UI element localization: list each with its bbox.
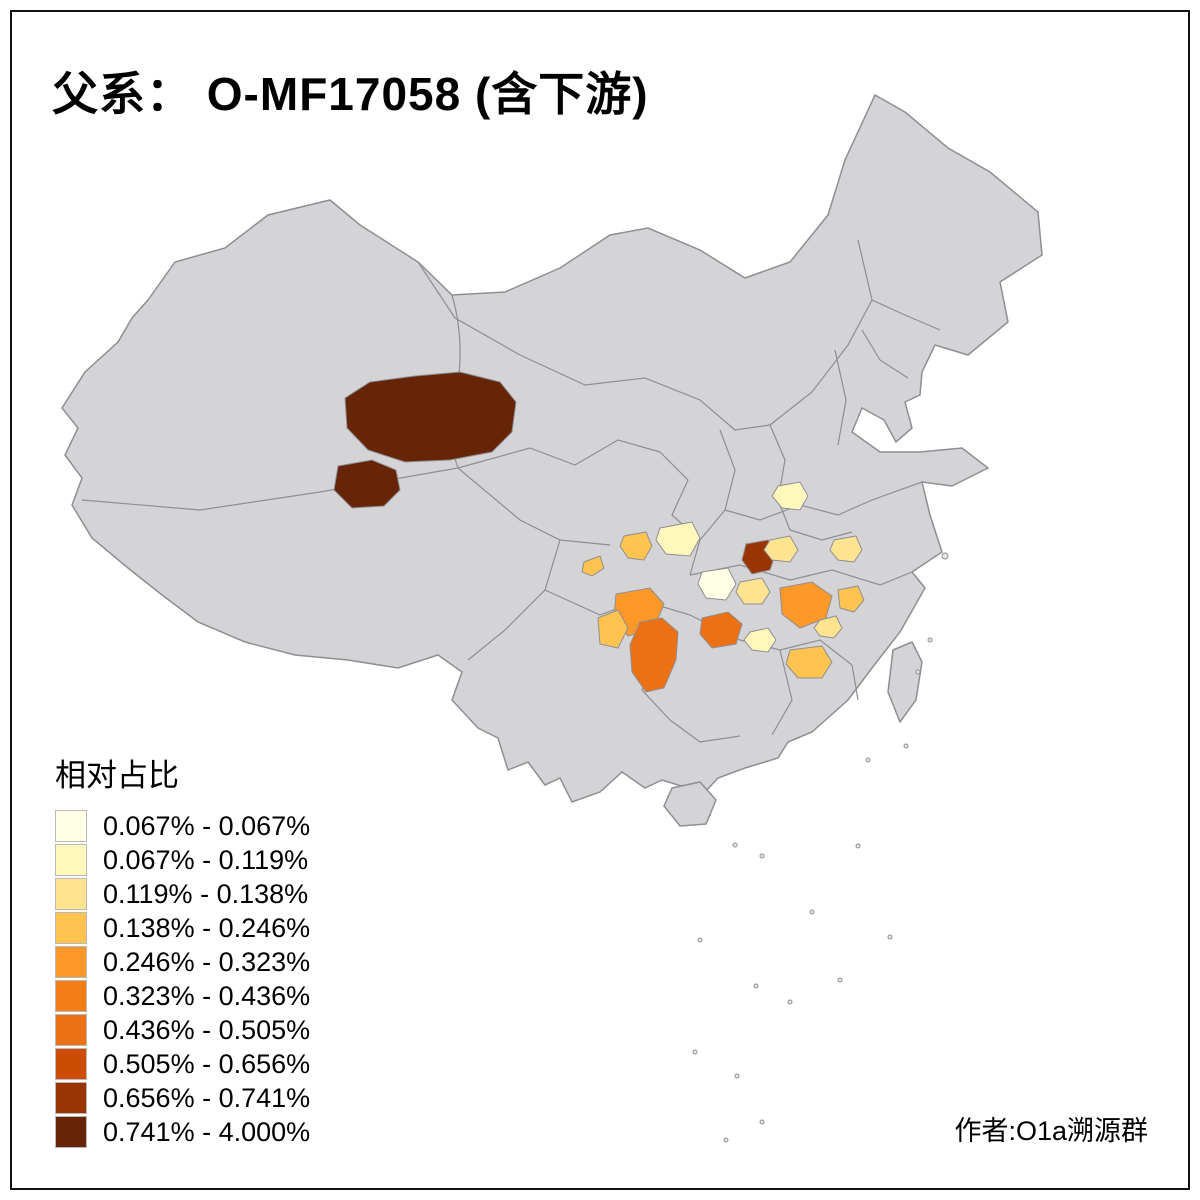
map-region-henan-pale bbox=[771, 481, 809, 511]
legend-label: 0.741% - 4.000% bbox=[103, 1116, 311, 1147]
map-region-sichuan-north-pale bbox=[655, 521, 701, 557]
map-region-hubei-west-light bbox=[763, 535, 799, 563]
map-region-sichuan-west-yellow bbox=[581, 555, 605, 577]
legend-item: 0.067% - 0.067% bbox=[55, 809, 310, 843]
legend-item: 0.505% - 0.656% bbox=[55, 1047, 310, 1081]
small-islands bbox=[692, 552, 949, 1143]
legend-label: 0.505% - 0.656% bbox=[103, 1048, 311, 1079]
legend-label: 0.436% - 0.505% bbox=[103, 1014, 311, 1045]
legend-swatch bbox=[55, 912, 87, 944]
legend-swatch bbox=[55, 844, 87, 876]
legend-label: 0.323% - 0.436% bbox=[103, 980, 311, 1011]
legend: 相对占比 0.067% - 0.067% 0.067% - 0.119% 0.1… bbox=[55, 750, 310, 1149]
page-title: 父系： O-MF17058 (含下游) bbox=[52, 68, 649, 120]
hainan-island bbox=[663, 781, 717, 827]
map-region-hunan-west-blob bbox=[699, 611, 743, 649]
legend-title: 相对占比 bbox=[55, 758, 179, 793]
legend-item: 0.067% - 0.119% bbox=[55, 843, 310, 877]
map-region-hunan-mid-pale bbox=[743, 627, 777, 653]
map-region-enshi-light bbox=[735, 577, 771, 605]
map-region-anhui-light bbox=[829, 535, 863, 563]
taiwan-island bbox=[887, 641, 923, 724]
map-region-chongqing-pale bbox=[697, 567, 737, 601]
legend-label: 0.067% - 0.067% bbox=[103, 810, 311, 841]
map-region-sichuan-mid-yellow bbox=[619, 531, 653, 561]
mainland-china bbox=[61, 93, 1043, 816]
legend-swatch bbox=[55, 878, 87, 910]
legend-label: 0.067% - 0.119% bbox=[103, 844, 309, 875]
legend-label: 0.138% - 0.246% bbox=[103, 912, 311, 943]
legend-swatch bbox=[55, 1116, 87, 1148]
legend-item: 0.246% - 0.323% bbox=[55, 945, 310, 979]
map-region-guizhou-blob bbox=[629, 617, 679, 693]
legend-swatch bbox=[55, 1014, 87, 1046]
legend-swatch bbox=[55, 810, 87, 842]
legend-label: 0.119% - 0.138% bbox=[103, 878, 309, 909]
legend-swatch bbox=[55, 980, 87, 1012]
legend-item: 0.436% - 0.505% bbox=[55, 1013, 310, 1047]
author-credit: 作者:O1a溯源群 bbox=[954, 1116, 1148, 1146]
legend-swatch bbox=[55, 946, 87, 978]
map-region-northwest-large bbox=[344, 371, 517, 463]
map-region-northwest-small bbox=[333, 459, 401, 509]
map-region-sichuan-lshape-yellow bbox=[597, 609, 629, 649]
legend-item: 0.741% - 4.000% bbox=[55, 1115, 310, 1149]
legend-item: 0.656% - 0.741% bbox=[55, 1081, 310, 1115]
legend-swatch bbox=[55, 1082, 87, 1114]
map-region-hunan-south-yellow bbox=[785, 645, 833, 679]
legend-item: 0.119% - 0.138% bbox=[55, 877, 310, 911]
legend-swatch bbox=[55, 1048, 87, 1080]
map-region-hubei-east-patch bbox=[837, 585, 865, 613]
legend-label: 0.656% - 0.741% bbox=[103, 1082, 311, 1113]
legend-item: 0.138% - 0.246% bbox=[55, 911, 310, 945]
map-region-jiangxi-light bbox=[813, 615, 843, 639]
legend-label: 0.246% - 0.323% bbox=[103, 946, 311, 977]
legend-item: 0.323% - 0.436% bbox=[55, 979, 310, 1013]
